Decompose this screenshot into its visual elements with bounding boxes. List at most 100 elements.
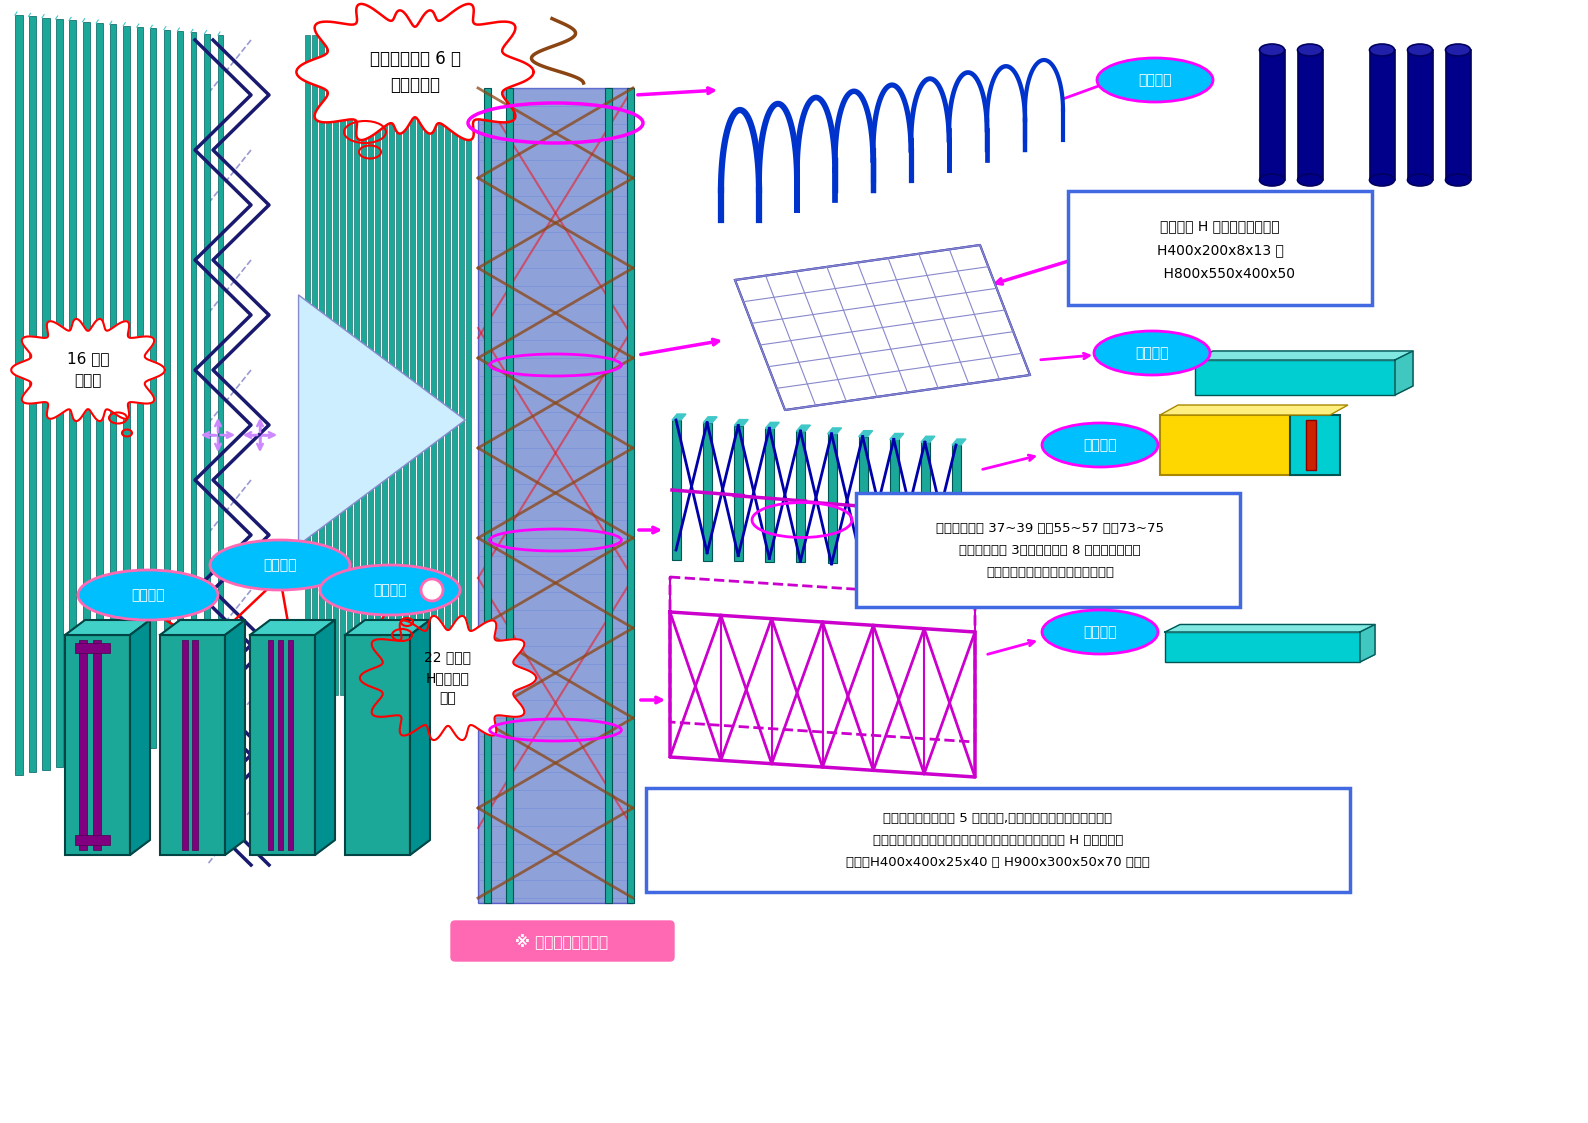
Bar xyxy=(1297,51,1323,180)
Bar xyxy=(459,35,464,695)
Polygon shape xyxy=(297,3,534,140)
Ellipse shape xyxy=(78,570,218,620)
Bar xyxy=(507,88,513,903)
Text: ※ 金融中心整体模型: ※ 金融中心整体模型 xyxy=(516,933,608,949)
Ellipse shape xyxy=(1297,174,1323,186)
Bar xyxy=(410,35,414,695)
Polygon shape xyxy=(1166,624,1375,632)
Bar xyxy=(1289,416,1340,475)
Text: 截面类型: 截面类型 xyxy=(132,588,165,602)
Bar xyxy=(75,836,110,844)
Ellipse shape xyxy=(210,540,349,590)
Polygon shape xyxy=(410,620,430,855)
Bar xyxy=(368,35,373,695)
Bar xyxy=(83,21,89,761)
Text: 杆件类型: 杆件类型 xyxy=(1135,346,1169,360)
Polygon shape xyxy=(670,612,975,777)
Text: 伸臂桁架：在 37~39 层、55~57 层、73~75
层分别配置了 3道，每道包含 8 榀伸臂桁架，伸
臂桁架与核心筒连接节点为铸钢件。: 伸臂桁架：在 37~39 层、55~57 层、73~75 层分别配置了 3道，每… xyxy=(935,521,1164,578)
Polygon shape xyxy=(1359,624,1375,661)
Polygon shape xyxy=(225,620,245,855)
Bar xyxy=(354,35,359,695)
Polygon shape xyxy=(765,422,780,428)
Bar xyxy=(445,35,449,695)
Bar xyxy=(124,26,130,754)
Bar xyxy=(765,428,775,562)
Polygon shape xyxy=(734,420,748,426)
Polygon shape xyxy=(11,319,165,421)
Text: 杆件类型: 杆件类型 xyxy=(1083,626,1116,639)
Bar xyxy=(218,35,222,734)
Bar xyxy=(1196,360,1394,395)
Text: 截面类型: 截面类型 xyxy=(264,558,297,572)
Polygon shape xyxy=(797,426,810,431)
Bar xyxy=(889,439,899,564)
Bar xyxy=(311,35,316,695)
Ellipse shape xyxy=(1042,610,1158,654)
Bar xyxy=(672,420,681,560)
Bar xyxy=(1447,51,1470,180)
Bar xyxy=(345,634,410,855)
Ellipse shape xyxy=(1259,44,1285,56)
Bar xyxy=(41,18,49,769)
Ellipse shape xyxy=(1407,44,1432,56)
Bar xyxy=(424,35,429,695)
Bar xyxy=(110,25,116,756)
Bar xyxy=(389,35,394,695)
Bar xyxy=(1370,51,1394,180)
Polygon shape xyxy=(345,620,430,634)
Bar xyxy=(1259,51,1285,180)
Polygon shape xyxy=(1196,351,1413,360)
FancyBboxPatch shape xyxy=(451,921,673,961)
Bar xyxy=(97,22,103,759)
Bar xyxy=(183,640,187,850)
Ellipse shape xyxy=(1259,174,1285,186)
Ellipse shape xyxy=(421,579,443,601)
Bar xyxy=(921,442,931,565)
Bar xyxy=(191,33,197,740)
Bar xyxy=(951,445,961,565)
Polygon shape xyxy=(130,620,149,855)
Polygon shape xyxy=(735,245,1031,410)
Ellipse shape xyxy=(1407,174,1432,186)
Text: 16 根外
框架柱: 16 根外 框架柱 xyxy=(67,351,110,389)
Polygon shape xyxy=(65,620,149,634)
Ellipse shape xyxy=(1297,44,1323,56)
Bar xyxy=(418,35,421,695)
Bar xyxy=(605,88,611,903)
Ellipse shape xyxy=(1369,174,1394,186)
Bar xyxy=(14,15,22,775)
Bar xyxy=(348,35,351,695)
Bar xyxy=(56,19,64,767)
Polygon shape xyxy=(672,414,686,420)
Polygon shape xyxy=(314,620,335,855)
Polygon shape xyxy=(360,615,537,740)
Text: 杆件类型: 杆件类型 xyxy=(1139,73,1172,86)
Text: 钢梁均为 H 型钢，截面尺寸：
H400x200x8x13 至
    H800x550x400x50: 钢梁均为 H 型钢，截面尺寸： H400x200x8x13 至 H800x550… xyxy=(1145,219,1294,281)
Text: 杆件类型: 杆件类型 xyxy=(1083,438,1116,451)
Polygon shape xyxy=(1159,405,1348,416)
Polygon shape xyxy=(703,417,718,422)
Bar xyxy=(1159,416,1331,475)
Bar xyxy=(627,88,634,903)
Ellipse shape xyxy=(1445,44,1470,56)
Bar xyxy=(1166,632,1359,661)
Bar xyxy=(375,35,380,695)
Polygon shape xyxy=(889,433,904,439)
Polygon shape xyxy=(859,430,873,437)
Text: 东西两侧布置 6 道
巨型斜撑。: 东西两侧布置 6 道 巨型斜撑。 xyxy=(370,49,461,94)
Bar xyxy=(703,422,711,560)
Polygon shape xyxy=(951,439,966,445)
Bar xyxy=(1305,420,1316,471)
Ellipse shape xyxy=(1094,331,1210,375)
Bar xyxy=(326,35,330,695)
Ellipse shape xyxy=(1042,423,1158,467)
Bar xyxy=(65,634,130,855)
Bar xyxy=(287,640,294,850)
Bar xyxy=(79,640,87,850)
Ellipse shape xyxy=(1445,174,1470,186)
Bar xyxy=(205,34,210,738)
Polygon shape xyxy=(160,620,245,634)
Text: 22 根核心
H型钢劲性
柱。: 22 根核心 H型钢劲性 柱。 xyxy=(424,650,472,705)
Polygon shape xyxy=(827,428,842,433)
Ellipse shape xyxy=(1369,44,1394,56)
